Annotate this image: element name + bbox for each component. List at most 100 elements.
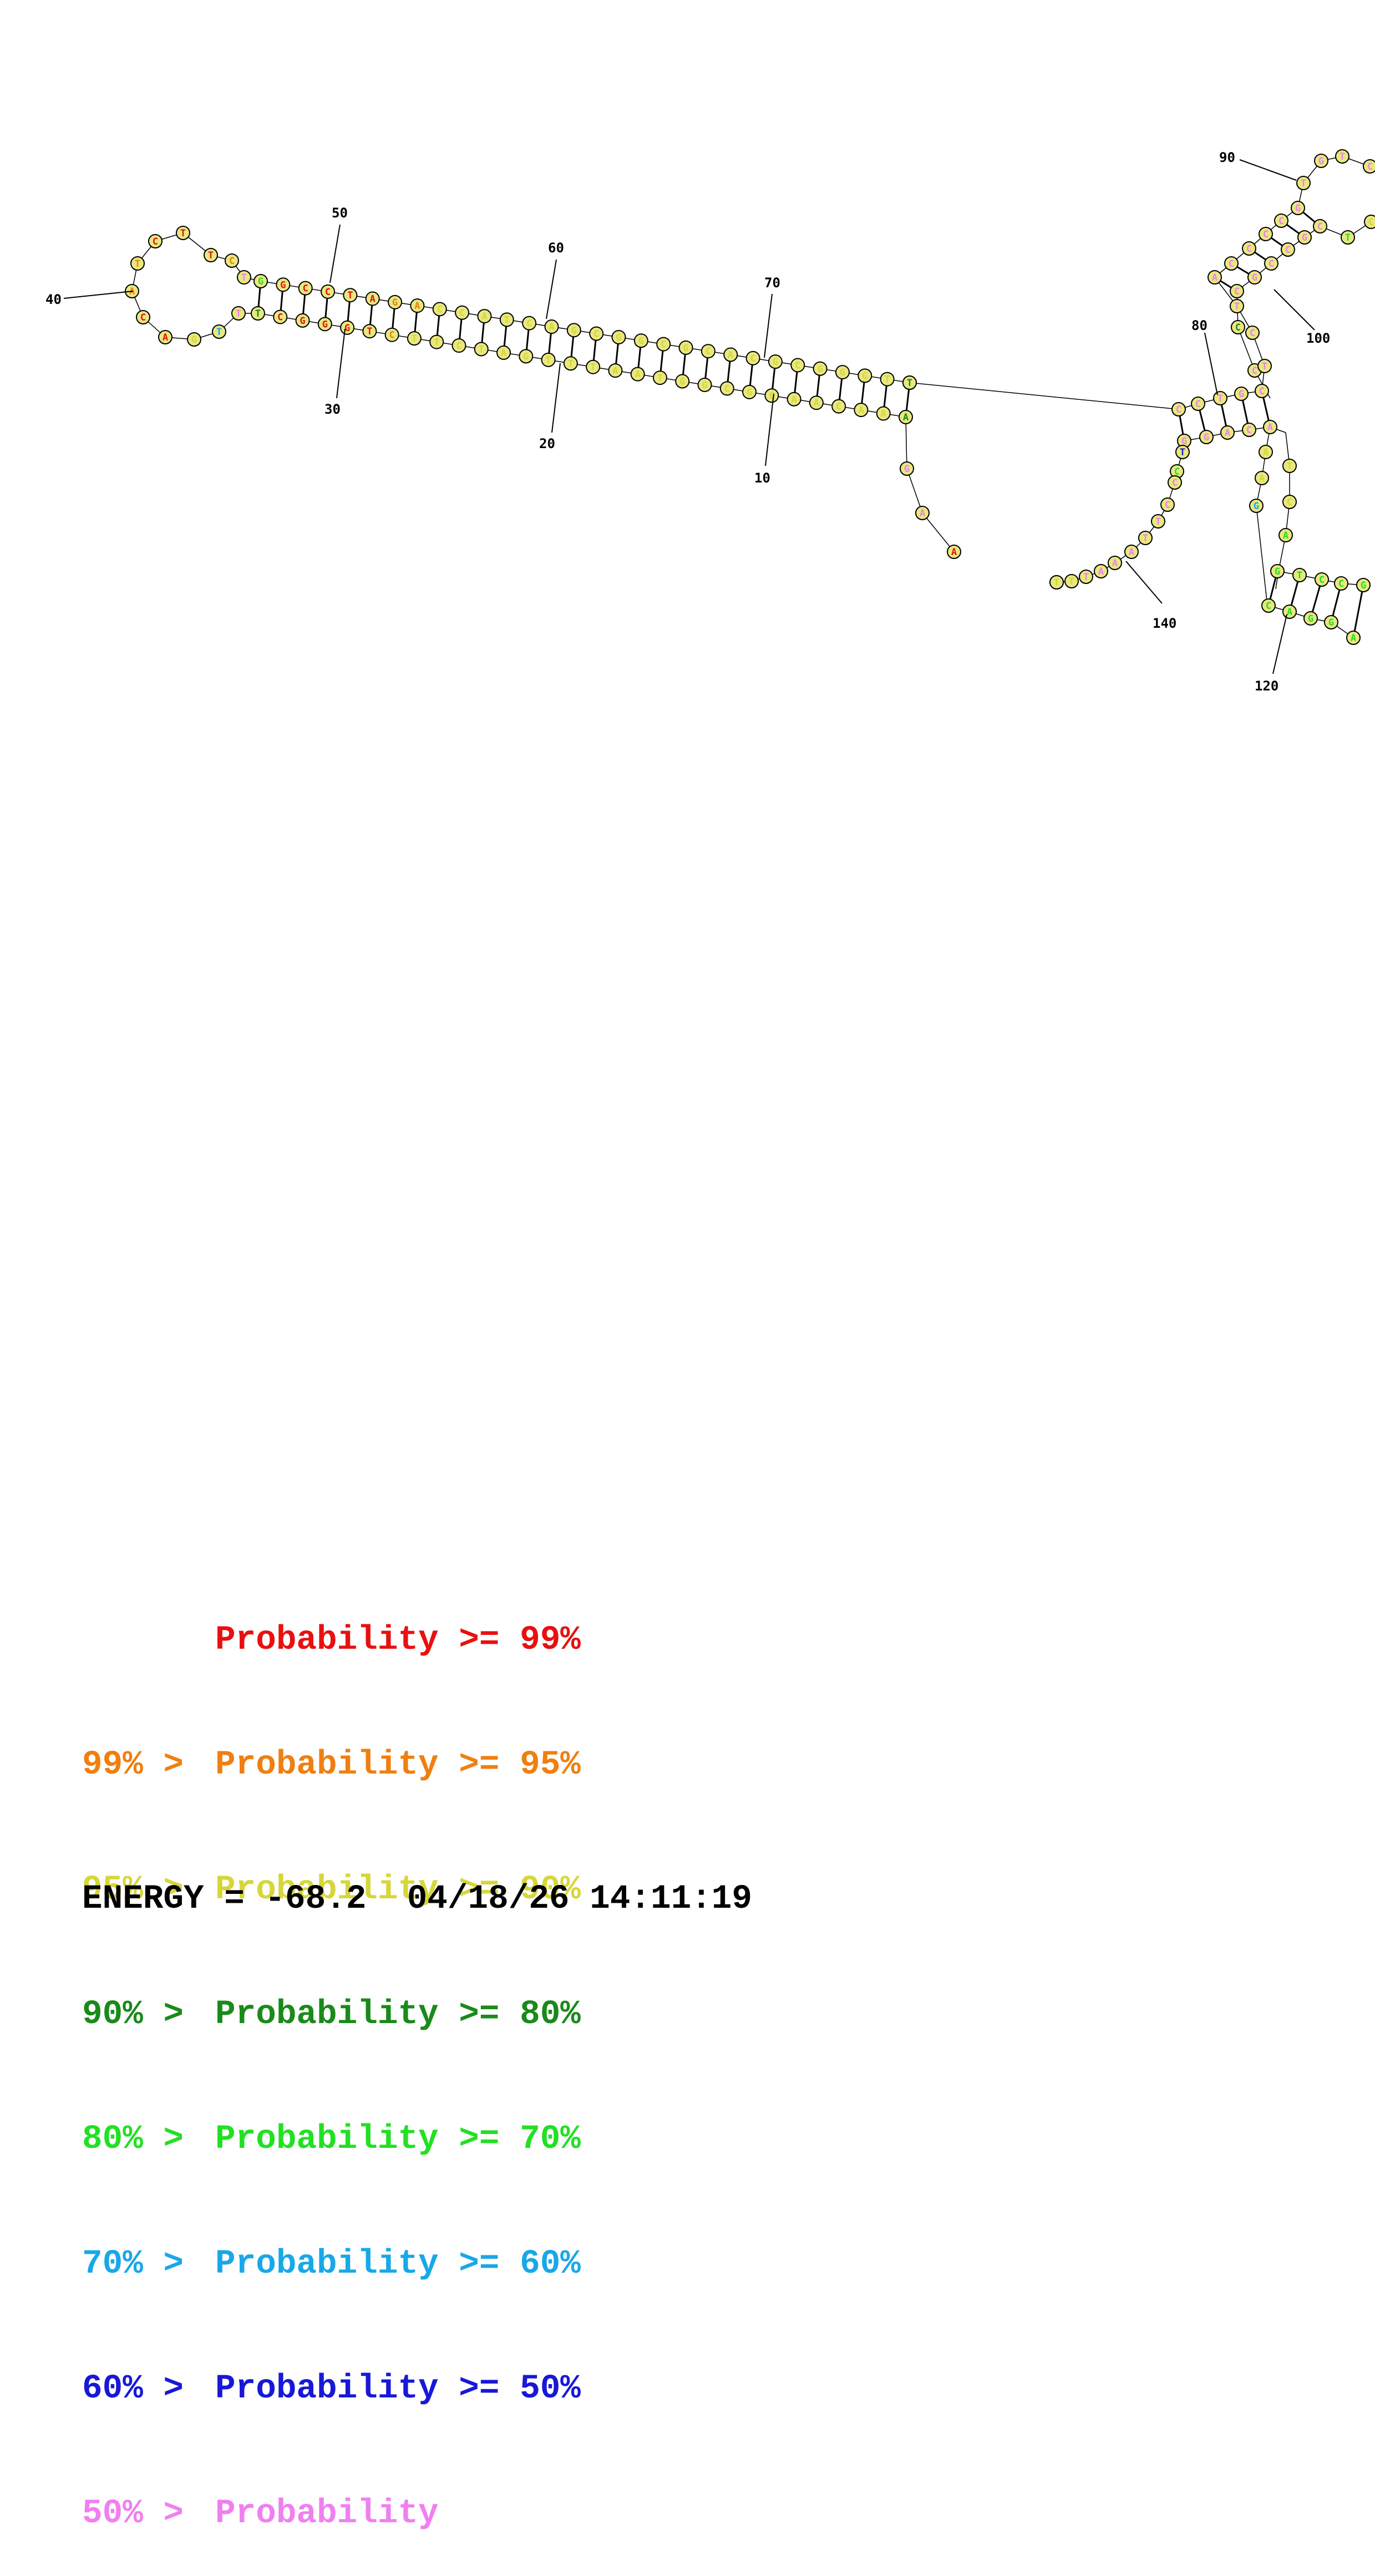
backbone [1237,327,1255,371]
nucleotide: C [701,344,716,359]
nucleotide: G [678,340,693,355]
energy-timestamp: ENERGY = -68.2 04/18/26 14:11:19 [82,1880,752,1918]
backbone [1256,505,1268,606]
nucleotide: G [768,354,783,369]
nucleotide: C [225,253,239,268]
svg-text:C: C [1252,365,1257,377]
probability-legend: Probability >= 99% 99% > Probability >= … [82,1536,581,2576]
svg-text:C: C [1250,328,1255,339]
nucleotide: T [407,331,422,346]
nucleotide: T [1230,299,1244,313]
position-label-140: 140 [1153,616,1176,631]
nucleotide: G [388,294,403,309]
legend-row-text: Probability [215,2494,439,2533]
svg-text:A: A [549,322,554,333]
position-label-90: 90 [1219,150,1235,165]
nucleotide: T [237,270,251,284]
tick-20 [551,363,561,433]
legend-row-text: Probability >= 90% [215,1871,581,1909]
nucleotide: A [947,545,961,559]
nucleotide: G [611,329,626,344]
svg-text:A: A [501,348,506,359]
svg-text:A: A [814,398,819,409]
svg-text:C: C [1319,575,1325,586]
nucleotide: A [1263,420,1277,434]
svg-text:G: G [1275,566,1280,577]
svg-text:G: G [1295,203,1301,214]
svg-text:G: G [904,464,910,475]
nucleotide: T [429,334,444,349]
svg-text:C: C [1229,258,1234,270]
backbone [909,382,1179,410]
nucleotide: T [474,342,489,357]
nucleotide: T [1151,514,1165,529]
svg-text:C: C [1278,216,1284,227]
svg-text:G: G [616,332,621,343]
nucleotide: T [902,375,917,390]
svg-text:C: C [526,318,532,329]
nucleotide: A [809,395,824,410]
svg-text:G: G [1254,501,1259,512]
svg-text:C: C [795,360,800,371]
svg-text:G: G [840,367,845,378]
nucleotide: T [880,372,895,387]
svg-text:G: G [392,297,398,308]
svg-text:C: C [1174,466,1180,477]
svg-text:G: G [280,280,286,291]
nucleotide: C [1230,284,1244,298]
nucleotide: C [1171,402,1186,416]
nucleotide: C [432,302,447,317]
nucleotide: C [273,309,288,324]
nucleotide: C [1259,227,1273,241]
svg-text:A: A [903,412,909,423]
nucleotide: C [522,316,537,331]
svg-text:C: C [229,256,235,267]
nucleotide: G [858,368,872,383]
svg-text:C: C [1234,286,1240,297]
tick-90 [1239,159,1297,181]
nucleotide: A [410,298,425,313]
svg-text:A: A [728,350,733,361]
svg-text:T: T [657,373,663,384]
nucleotide: C [1364,215,1375,229]
svg-text:C: C [1195,399,1201,410]
svg-text:C: C [1246,243,1252,255]
svg-text:T: T [135,258,140,270]
nucleotide: C [1242,241,1256,256]
legend-row: 70% > Probability >= 60% [82,2243,581,2285]
nucleotide: C [148,234,163,248]
svg-text:C: C [1235,322,1241,333]
svg-text:C: C [750,353,755,364]
nucleotide: C [1315,572,1329,587]
backbone [905,416,907,469]
position-label-60: 60 [548,240,564,256]
nucleotide: C [1281,242,1295,257]
nucleotide: T [1292,568,1307,582]
svg-text:T: T [1143,533,1148,544]
svg-text:G: G [1302,232,1307,243]
nucleotide: C [719,381,734,396]
svg-text:C: C [140,312,146,323]
nucleotide: C [745,350,760,365]
svg-text:A: A [414,301,420,312]
svg-text:C: C [456,341,461,352]
svg-text:A: A [612,365,618,377]
svg-text:A: A [1112,558,1118,569]
tick-10 [765,393,774,466]
nucleotide: A [1278,528,1293,542]
svg-text:G: G [1308,613,1313,624]
svg-text:G: G [1239,389,1244,400]
nucleotide: C [136,310,150,324]
nucleotide: T [204,248,218,262]
nucleotide: A [158,330,172,344]
svg-text:G: G [817,364,823,375]
nucleotide: C [1363,159,1375,174]
nucleotide: G [1234,387,1249,401]
legend-row-prefix: 50% > [82,2494,204,2533]
svg-text:A: A [1098,566,1104,577]
position-label-80: 80 [1191,318,1207,333]
nucleotide: A [1108,556,1122,570]
nucleotide: T [1064,574,1079,588]
nucleotide: T [652,370,667,385]
svg-text:T: T [1345,232,1351,243]
